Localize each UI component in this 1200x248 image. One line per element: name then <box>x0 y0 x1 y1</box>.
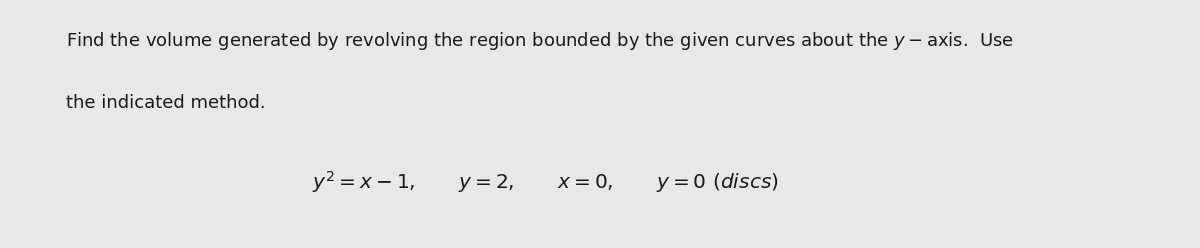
Text: the indicated method.: the indicated method. <box>66 94 265 112</box>
Text: $y^2 = x - 1, \qquad y = 2, \qquad x = 0, \qquad y = 0 \ (discs)$: $y^2 = x - 1, \qquad y = 2, \qquad x = 0… <box>312 169 779 194</box>
Text: Find the volume generated by revolving the region bounded by the given curves ab: Find the volume generated by revolving t… <box>66 30 1014 52</box>
